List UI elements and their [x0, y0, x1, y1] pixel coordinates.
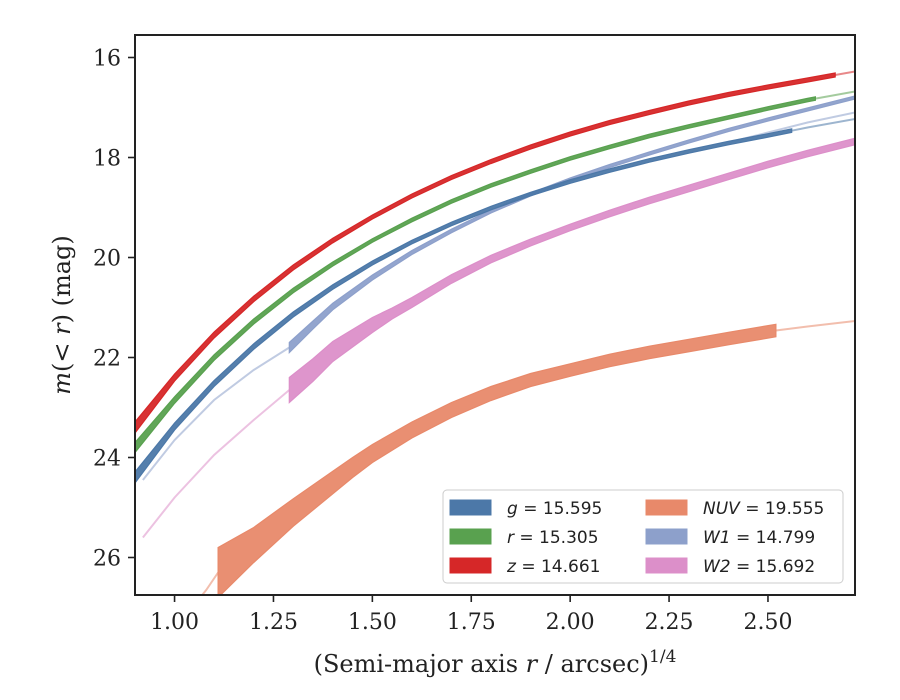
- series-layer: [135, 70, 855, 595]
- legend-frame: [442, 489, 844, 584]
- series-g-band: [135, 128, 793, 485]
- legend-label-var: z: [506, 557, 517, 577]
- series-nuv-outer-extension: [775, 320, 855, 332]
- series-g-outer-extension: [791, 118, 855, 132]
- legend-swatch: [645, 499, 688, 516]
- y-axis-label-m: m: [48, 372, 76, 395]
- series-z-band: [135, 72, 836, 434]
- legend-label-var: W1: [703, 528, 731, 548]
- y-axis-label-r: r: [48, 322, 76, 335]
- legend-label: W2 = 15.692: [703, 557, 815, 577]
- legend-item-nuv: NUV = 19.555: [645, 499, 824, 519]
- legend-item-g: g = 15.595: [449, 499, 602, 519]
- x-axis-label-var: r: [526, 650, 539, 678]
- series-r: [135, 90, 855, 454]
- y-tick-label: 16: [93, 47, 121, 72]
- x-axis-label-main: (Semi-major axis: [314, 650, 526, 678]
- legend-swatch: [449, 528, 492, 545]
- series-z: [135, 70, 855, 434]
- legend-swatch: [645, 557, 688, 574]
- y-tick-label: 18: [93, 147, 121, 172]
- legend-item-w2: W2 = 15.692: [645, 557, 815, 577]
- legend-label-var: g: [507, 499, 518, 519]
- series-w2-inner-extension: [142, 389, 290, 539]
- legend-label-var: r: [507, 528, 515, 548]
- legend-label-var: NUV: [703, 499, 741, 519]
- legend-label-value: = 14.661: [516, 557, 601, 577]
- x-axis-label-exponent: 1/4: [649, 647, 676, 667]
- legend-label-value: = 15.595: [518, 499, 603, 519]
- y-tick-label: 24: [93, 447, 121, 472]
- series-w2-band: [288, 137, 855, 404]
- series-w1-inner-extension: [142, 346, 290, 481]
- legend-label: W1 = 14.799: [703, 528, 815, 548]
- legend-label-value: = 19.555: [740, 499, 825, 519]
- y-tick-label: 20: [93, 247, 121, 272]
- x-axis-label: (Semi-major axis r / arcsec)1/4: [314, 647, 677, 678]
- plot-frame: [134, 34, 856, 596]
- series-nuv: [200, 320, 855, 595]
- x-tick-label: 1.75: [447, 610, 496, 635]
- x-tick-label: 1.25: [249, 610, 298, 635]
- y-axis-label: m(< r) (mag): [48, 235, 76, 395]
- series-nuv-band: [217, 323, 777, 595]
- legend-label-var: W2: [703, 557, 731, 577]
- series-r-band: [135, 96, 816, 454]
- series-z-outer-extension: [835, 70, 855, 76]
- y-axis: 16 18 20 22 24 26: [93, 47, 135, 572]
- legend-label: z = 14.661: [506, 557, 600, 577]
- y-tick-label: 26: [93, 547, 121, 572]
- x-tick-label: 2.25: [645, 610, 694, 635]
- series-g: [135, 118, 855, 485]
- legend-label-value: = 15.305: [514, 528, 599, 548]
- series-w2: [142, 137, 855, 539]
- x-axis: 1.00 1.25 1.50 1.75 2.00 2.25 2.50: [150, 595, 792, 635]
- series-r-outer-extension: [815, 90, 855, 100]
- y-tick-label: 22: [93, 347, 121, 372]
- legend-swatch: [449, 499, 492, 516]
- legend-item-z: z = 14.661: [449, 557, 600, 577]
- x-axis-label-rest: / arcsec): [537, 650, 649, 678]
- legend-label: NUV = 19.555: [703, 499, 824, 519]
- legend-label-value: = 15.692: [731, 557, 816, 577]
- series-nuv-inner-extension: [200, 571, 219, 595]
- legend-item-w1: W1 = 14.799: [645, 528, 815, 548]
- x-tick-label: 2.50: [743, 610, 792, 635]
- legend-item-r: r = 15.305: [449, 528, 599, 548]
- legend-swatch: [645, 528, 688, 545]
- series-w1-band: [288, 95, 855, 354]
- x-tick-label: 1.50: [348, 610, 397, 635]
- y-axis-label-end: ) (mag): [48, 235, 76, 323]
- x-tick-label: 2.00: [546, 610, 595, 635]
- legend-label: g = 15.595: [507, 499, 602, 519]
- legend-label: r = 15.305: [507, 528, 599, 548]
- x-tick-label: 1.00: [150, 610, 199, 635]
- legend-label-value: = 14.799: [731, 528, 816, 548]
- y-axis-label-mid: (<: [48, 335, 76, 372]
- legend-swatch: [449, 557, 492, 574]
